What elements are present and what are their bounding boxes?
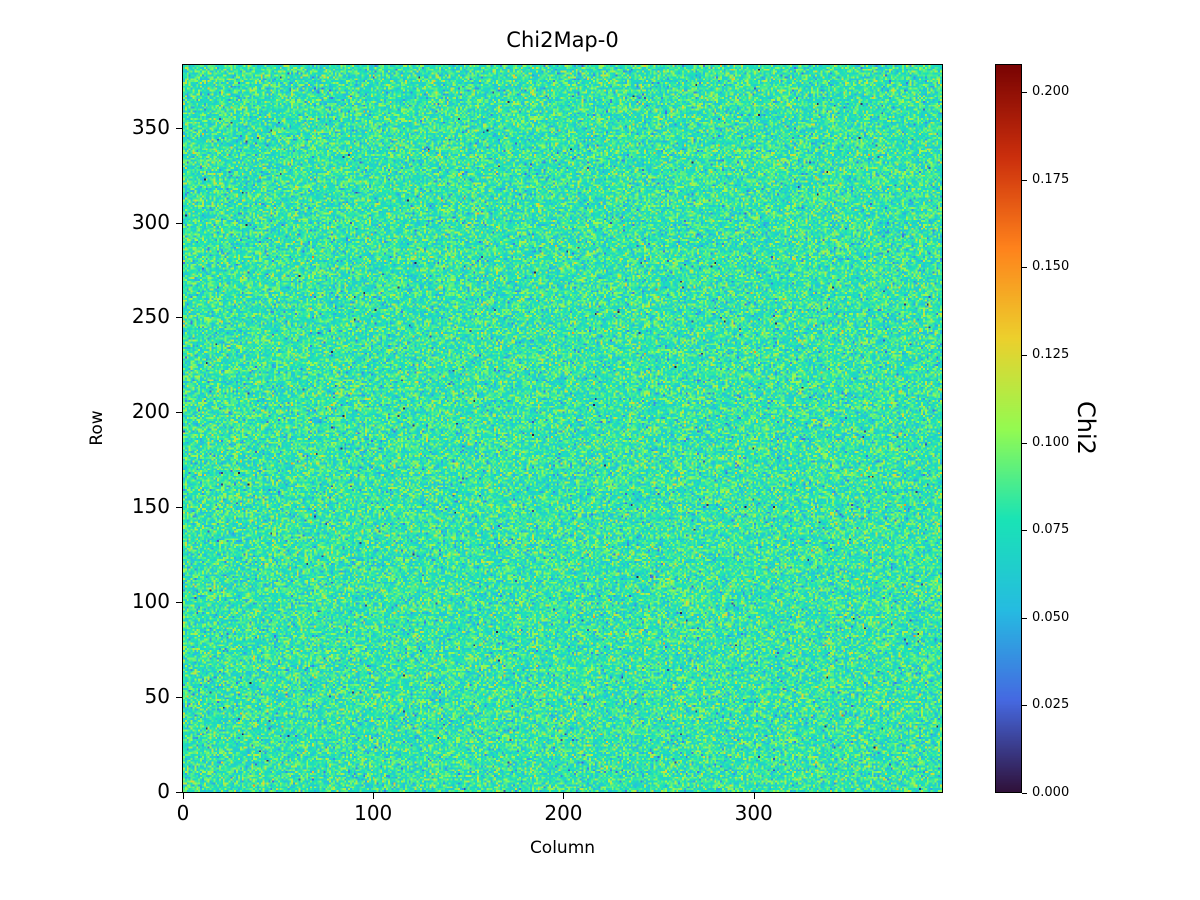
- x-tick-label: 200: [544, 801, 583, 825]
- y-tick-label: 0: [157, 779, 170, 804]
- x-tick-mark: [182, 793, 184, 799]
- y-tick-label: 50: [144, 684, 170, 709]
- colorbar-tick-label: 0.075: [1032, 522, 1070, 538]
- x-tick-mark: [753, 793, 755, 799]
- colorbar: [995, 64, 1022, 793]
- y-tick-label: 250: [131, 304, 170, 329]
- colorbar-tick-label: 0.200: [1032, 84, 1070, 100]
- colorbar-tick-mark: [1022, 92, 1027, 94]
- chart-title: Chi2Map-0: [506, 28, 619, 52]
- x-tick-label: 0: [176, 801, 190, 825]
- colorbar-tick-label: 0.175: [1032, 171, 1070, 187]
- colorbar-tick-mark: [1022, 267, 1027, 269]
- y-tick-label: 200: [131, 399, 170, 424]
- x-tick-label: 100: [354, 801, 393, 825]
- colorbar-tick-label: 0.000: [1032, 785, 1070, 800]
- x-tick-mark: [373, 793, 375, 799]
- y-tick-mark: [176, 602, 182, 604]
- colorbar-tick-mark: [1022, 179, 1027, 181]
- colorbar-tick-mark: [1022, 617, 1027, 619]
- y-tick-label: 350: [131, 114, 170, 139]
- heatmap-plot-area: [182, 64, 943, 793]
- colorbar-tick-label: 0.125: [1032, 346, 1070, 362]
- y-tick-mark: [176, 317, 182, 319]
- y-tick-label: 150: [131, 494, 170, 519]
- colorbar-tick-label: 0.150: [1032, 259, 1070, 275]
- y-tick-label: 100: [131, 589, 170, 614]
- colorbar-tick-label: 0.050: [1032, 609, 1070, 625]
- colorbar-label: Chi2: [1072, 401, 1100, 455]
- colorbar-tick-label: 0.100: [1032, 434, 1070, 450]
- x-tick-label: 300: [734, 801, 773, 825]
- colorbar-tick-mark: [1022, 793, 1027, 794]
- colorbar-gradient: [996, 65, 1021, 792]
- x-axis-label: Column: [529, 838, 596, 858]
- y-tick-mark: [176, 222, 182, 224]
- y-tick-mark: [176, 412, 182, 414]
- colorbar-tick-mark: [1022, 442, 1027, 444]
- colorbar-tick-mark: [1022, 705, 1027, 707]
- y-tick-mark: [176, 792, 182, 794]
- y-tick-mark: [176, 697, 182, 699]
- y-tick-label: 300: [131, 209, 170, 234]
- heatmap-image: [183, 65, 942, 792]
- colorbar-tick-label: 0.025: [1032, 697, 1070, 713]
- colorbar-tick-mark: [1022, 530, 1027, 532]
- y-tick-mark: [176, 127, 182, 129]
- x-tick-mark: [563, 793, 565, 799]
- y-tick-mark: [176, 507, 182, 509]
- colorbar-tick-mark: [1022, 354, 1027, 356]
